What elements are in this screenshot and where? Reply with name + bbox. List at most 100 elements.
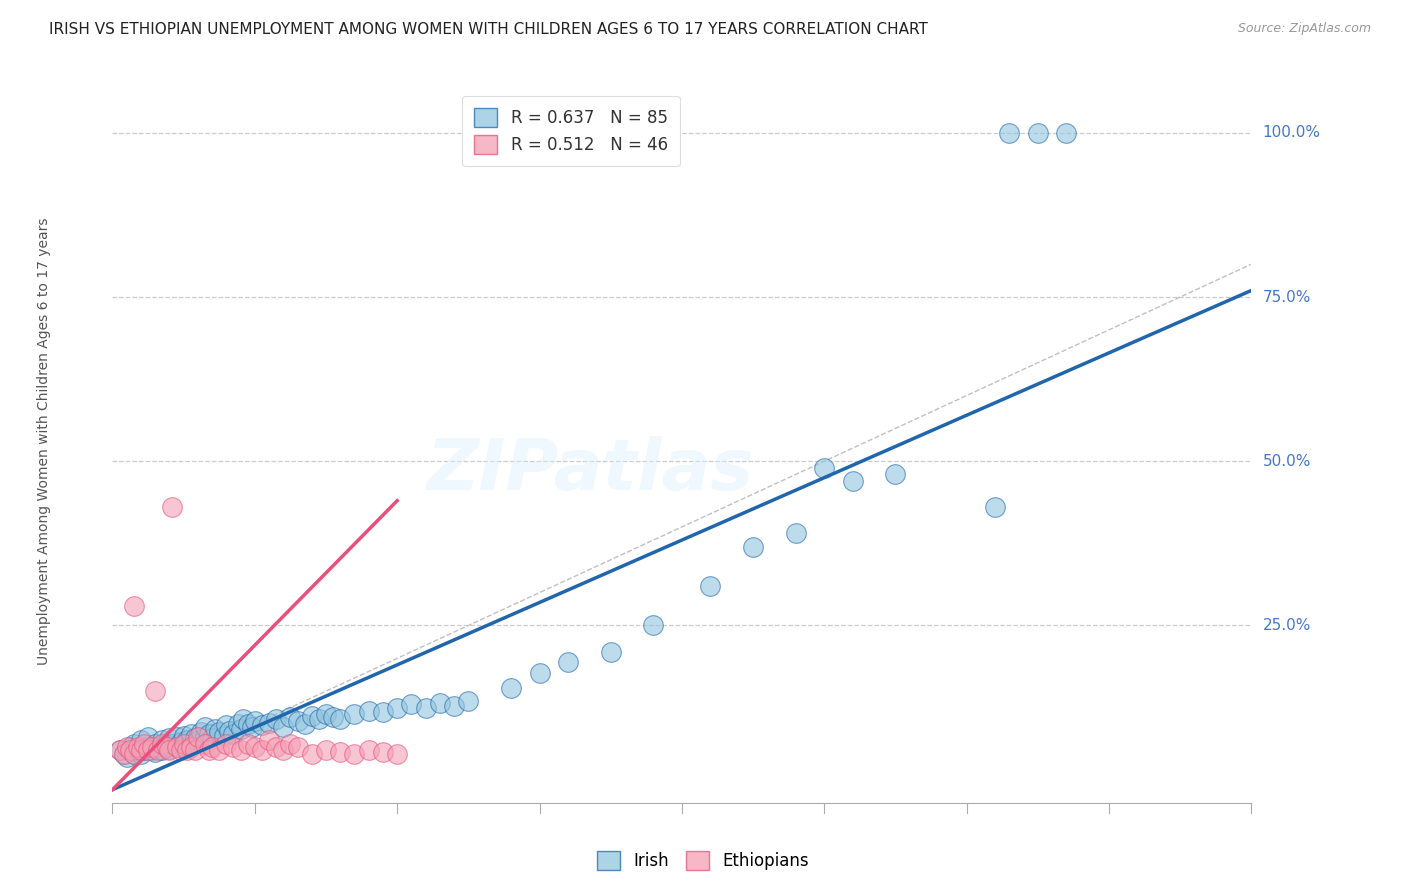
Point	[141, 739, 163, 754]
Point	[201, 739, 224, 754]
Point	[122, 747, 145, 761]
Point	[122, 599, 145, 613]
Point	[194, 737, 217, 751]
Point	[118, 743, 141, 757]
Legend: Irish, Ethiopians: Irish, Ethiopians	[591, 844, 815, 877]
Point	[415, 700, 437, 714]
Point	[173, 729, 195, 743]
Point	[136, 730, 159, 744]
Point	[1054, 126, 1077, 140]
Point	[264, 712, 287, 726]
Point	[250, 718, 273, 732]
Point	[322, 710, 344, 724]
Point	[204, 723, 226, 737]
Point	[343, 747, 366, 761]
Point	[198, 743, 221, 757]
Point	[159, 742, 180, 756]
Point	[162, 500, 184, 515]
Point	[146, 739, 169, 754]
Point	[357, 743, 380, 757]
Point	[385, 700, 409, 714]
Point	[329, 712, 352, 726]
Point	[429, 696, 451, 710]
Point	[222, 727, 245, 741]
Point	[357, 704, 380, 718]
Point	[184, 731, 207, 746]
Point	[243, 739, 266, 754]
Point	[150, 733, 173, 747]
Point	[232, 712, 254, 726]
Point	[1026, 126, 1049, 140]
Point	[150, 743, 173, 757]
Point	[127, 743, 149, 757]
Text: 100.0%: 100.0%	[1263, 126, 1320, 140]
Point	[212, 729, 235, 743]
Point	[599, 645, 621, 659]
Point	[218, 723, 240, 738]
Point	[371, 705, 394, 719]
Point	[884, 467, 907, 482]
Point	[115, 739, 138, 754]
Point	[401, 698, 423, 712]
Point	[315, 707, 337, 722]
Point	[108, 743, 131, 757]
Point	[176, 743, 198, 757]
Point	[984, 500, 1007, 515]
Point	[136, 743, 159, 757]
Point	[813, 460, 835, 475]
Point	[115, 749, 138, 764]
Point	[529, 665, 551, 680]
Point	[112, 747, 135, 761]
Point	[287, 714, 309, 728]
Point	[443, 698, 465, 713]
Point	[146, 743, 169, 757]
Point	[308, 712, 330, 726]
Point	[122, 747, 145, 761]
Point	[240, 720, 263, 734]
Point	[329, 745, 352, 759]
Legend: R = 0.637   N = 85, R = 0.512   N = 46: R = 0.637 N = 85, R = 0.512 N = 46	[463, 95, 679, 166]
Point	[155, 739, 177, 754]
Point	[155, 738, 177, 752]
Point	[166, 730, 188, 744]
Point	[129, 733, 152, 747]
Text: ZIPatlas: ZIPatlas	[427, 436, 755, 505]
Point	[222, 739, 245, 754]
Point	[170, 743, 193, 757]
Point	[371, 745, 394, 759]
Point	[201, 731, 224, 746]
Point	[271, 720, 295, 734]
Point	[194, 730, 217, 744]
Point	[143, 737, 166, 751]
Point	[250, 743, 273, 757]
Point	[501, 681, 523, 695]
Point	[180, 739, 202, 754]
Point	[280, 710, 302, 724]
Point	[129, 743, 152, 757]
Point	[112, 747, 135, 761]
Point	[122, 737, 145, 751]
Point	[236, 737, 259, 751]
Point	[301, 747, 323, 761]
Point	[170, 735, 193, 749]
Point	[257, 733, 280, 747]
Point	[226, 717, 249, 731]
Point	[132, 743, 155, 757]
Point	[229, 743, 252, 757]
Point	[287, 739, 309, 754]
Point	[198, 727, 221, 741]
Point	[215, 737, 238, 751]
Point	[236, 717, 259, 731]
Point	[166, 739, 188, 754]
Point	[136, 739, 159, 754]
Point	[229, 723, 252, 737]
Point	[643, 618, 665, 632]
Point	[187, 733, 209, 747]
Point	[785, 526, 807, 541]
Point	[127, 739, 149, 754]
Text: 50.0%: 50.0%	[1263, 454, 1310, 468]
Text: 25.0%: 25.0%	[1263, 618, 1310, 633]
Point	[143, 684, 166, 698]
Point	[159, 743, 180, 757]
Point	[150, 737, 173, 751]
